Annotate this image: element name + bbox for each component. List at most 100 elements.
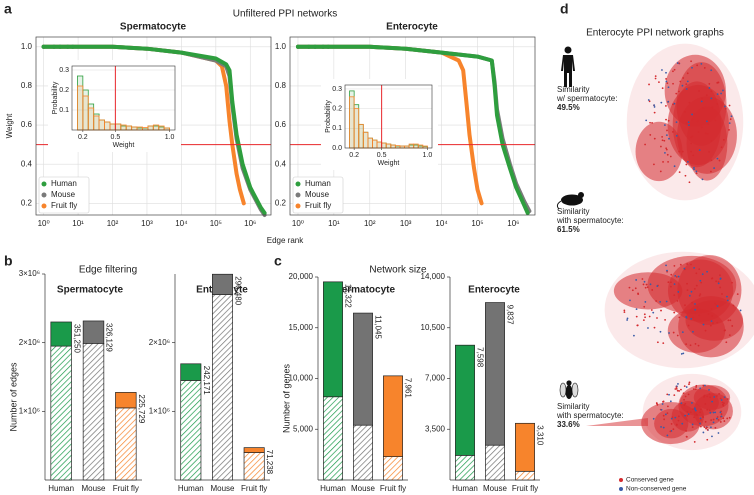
network-node [658,81,660,84]
network-node [665,105,667,107]
similarity-value: 61.5% [557,225,580,234]
network-node [665,80,668,83]
x-tick-label: Human [320,484,346,493]
y-tick-label: 10,500 [421,323,446,332]
network-node [716,321,719,324]
network-node [696,64,699,67]
network-node [704,403,707,405]
network-node [722,138,725,141]
network-node [664,151,666,154]
network-node [663,124,666,126]
plot-frame [289,36,536,216]
network-node [695,413,698,416]
network-node [712,322,714,325]
legend-label: Fruit fly [305,201,331,210]
network-node [708,388,710,391]
value-label: 351,250 [72,324,81,353]
network-node [661,135,664,138]
network-node [684,110,686,113]
network-node [669,155,672,158]
network-node [683,267,686,270]
network-node [665,134,668,137]
legend-marker [619,487,623,491]
inset-x-tick-label: 0.5 [111,134,121,141]
network-node [671,130,674,133]
network-node [677,275,680,278]
x-tick-label: 10¹ [328,219,340,228]
x-tick-label: Mouse [210,484,235,493]
network-node [711,315,714,317]
network-node [670,281,672,284]
histogram-bar [109,123,116,131]
network-node [706,408,709,411]
inset-x-label: Weight [378,160,400,167]
network-node [724,107,727,110]
network-node [731,325,734,327]
network-node [643,305,646,308]
network-node [716,395,718,397]
network-node [673,102,676,105]
network-node [686,414,689,417]
histogram-bar [93,115,100,131]
network-node [633,334,635,337]
histogram-bar [381,142,387,149]
bar-segment [50,321,72,347]
histogram-bar [147,125,154,131]
bar-segment-hatched [115,407,137,481]
series-point [295,44,300,49]
network-node [701,415,704,418]
network-node [673,283,676,286]
network-node [692,154,695,157]
network-node [697,131,700,133]
network-node [722,404,725,407]
histogram-bar [376,141,383,149]
network-node [695,172,698,175]
network-node [660,309,662,312]
network-node [712,421,715,424]
network-node [644,143,646,146]
network-node [673,264,676,267]
network-node [717,419,720,421]
network-node [677,419,680,422]
network-node [719,397,722,400]
x-tick-label: 10⁴ [435,219,448,228]
network-node [728,128,730,131]
network-node [716,416,719,418]
series-point [52,44,57,49]
network-node [652,311,655,314]
histogram-bar [394,145,401,149]
network-node [691,66,693,69]
network-node [679,80,682,83]
network-node [667,160,669,163]
y-tick-label: 0.8 [275,81,287,90]
network-node [695,170,698,173]
network-node [702,323,705,326]
network-node [634,287,637,290]
x-tick-label: 10⁵ [210,219,222,228]
network-node [660,408,663,411]
network-node [629,299,631,302]
network-node [666,129,668,132]
network-node [722,417,725,420]
network-node [726,299,729,302]
network-node [717,281,720,283]
histogram-bar [417,144,424,149]
similarity-label: Similarity [557,402,589,411]
network-node [703,394,706,397]
network-node [659,170,662,173]
network-node [694,342,697,345]
legend-label: Mouse [51,190,76,199]
inset-y-label: Probability [325,100,332,133]
network-node [693,416,696,419]
network-node [718,159,721,162]
value-label: 326,129 [105,323,114,352]
bar-segment-hatched [180,380,202,481]
panel-letter: a [4,1,12,17]
network-node [667,86,670,89]
network-node [661,139,664,142]
network-node [676,389,679,392]
network-node [704,132,707,135]
legend-box [292,176,344,214]
network-node [662,400,665,403]
